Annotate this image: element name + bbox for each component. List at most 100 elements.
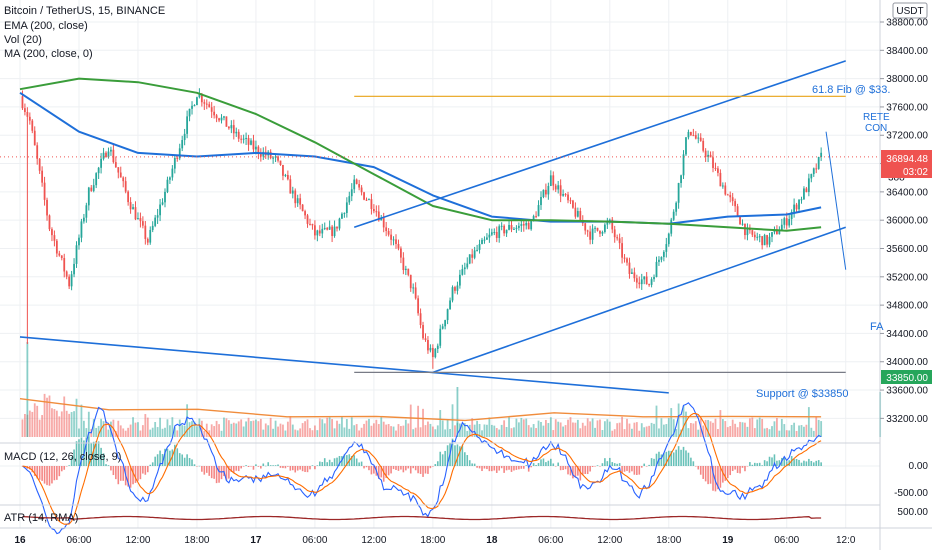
candle-body[interactable] xyxy=(92,185,95,191)
candle-body[interactable] xyxy=(522,224,525,226)
candle-body[interactable] xyxy=(776,229,778,235)
candle-body[interactable] xyxy=(173,157,176,169)
candle-body[interactable] xyxy=(311,224,314,226)
candle-body[interactable] xyxy=(559,185,562,196)
candle-body[interactable] xyxy=(790,212,793,219)
candle-body[interactable] xyxy=(658,259,660,262)
candle-body[interactable] xyxy=(227,126,230,129)
candle-body[interactable] xyxy=(638,282,641,285)
candle-body[interactable] xyxy=(591,228,594,240)
candle-body[interactable] xyxy=(623,257,626,259)
currency-badge-box[interactable] xyxy=(892,2,928,19)
candle-body[interactable] xyxy=(414,287,417,299)
candle-body[interactable] xyxy=(75,245,78,264)
candle-body[interactable] xyxy=(537,205,540,217)
candle-body[interactable] xyxy=(372,209,375,212)
candle-body[interactable] xyxy=(424,338,427,340)
candle-body[interactable] xyxy=(687,131,690,138)
candle-body[interactable] xyxy=(513,228,515,230)
candle-body[interactable] xyxy=(458,274,461,286)
candle-body[interactable] xyxy=(709,154,712,158)
candle-body[interactable] xyxy=(481,239,483,245)
candle-body[interactable] xyxy=(628,262,631,274)
candle-body[interactable] xyxy=(766,235,768,245)
candle-body[interactable] xyxy=(331,226,334,237)
candle-body[interactable] xyxy=(635,278,638,283)
candle-body[interactable] xyxy=(473,250,476,258)
candle-body[interactable] xyxy=(218,118,220,121)
candle-body[interactable] xyxy=(734,201,737,207)
candle-body[interactable] xyxy=(205,103,208,105)
candle-body[interactable] xyxy=(645,276,648,285)
candle-body[interactable] xyxy=(181,140,184,149)
retest-annotation-line2[interactable]: CON xyxy=(865,123,887,134)
candle-body[interactable] xyxy=(105,152,107,158)
candle-body[interactable] xyxy=(412,287,415,289)
candle-body[interactable] xyxy=(660,257,663,260)
candle-body[interactable] xyxy=(178,148,181,159)
candle-body[interactable] xyxy=(800,199,803,201)
candle-body[interactable] xyxy=(309,223,311,225)
candle-body[interactable] xyxy=(137,218,139,220)
candle-body[interactable] xyxy=(188,108,191,117)
candle-body[interactable] xyxy=(117,167,120,173)
candle-body[interactable] xyxy=(471,254,474,258)
candle-body[interactable] xyxy=(417,298,420,314)
candle-body[interactable] xyxy=(169,177,171,180)
candle-body[interactable] xyxy=(490,232,493,235)
candle-body[interactable] xyxy=(586,230,589,232)
candle-body[interactable] xyxy=(643,276,646,280)
candle-body[interactable] xyxy=(171,168,174,178)
candle-body[interactable] xyxy=(594,227,596,229)
candle-body[interactable] xyxy=(286,174,289,180)
candle-body[interactable] xyxy=(368,199,370,201)
candle-body[interactable] xyxy=(392,239,395,241)
candle-body[interactable] xyxy=(441,326,444,329)
trendline[interactable] xyxy=(825,131,847,270)
candle-body[interactable] xyxy=(422,325,424,339)
candle-body[interactable] xyxy=(33,130,36,146)
candle-body[interactable] xyxy=(724,185,727,195)
candle-body[interactable] xyxy=(547,185,550,195)
candle-body[interactable] xyxy=(451,287,454,301)
candle-body[interactable] xyxy=(55,240,58,254)
candle-body[interactable] xyxy=(250,140,252,145)
candle-body[interactable] xyxy=(741,223,744,225)
candle-body[interactable] xyxy=(294,190,297,204)
candle-body[interactable] xyxy=(726,194,729,196)
candle-body[interactable] xyxy=(552,175,555,186)
candle-body[interactable] xyxy=(525,222,528,226)
candle-body[interactable] xyxy=(245,137,247,139)
candle-body[interactable] xyxy=(80,221,83,238)
candle-body[interactable] xyxy=(500,225,503,227)
candle-body[interactable] xyxy=(596,227,599,231)
candle-body[interactable] xyxy=(132,207,134,210)
candle-body[interactable] xyxy=(756,236,759,238)
candle-body[interactable] xyxy=(530,219,533,230)
candle-body[interactable] xyxy=(400,248,402,258)
candle-body[interactable] xyxy=(223,116,225,118)
candle-body[interactable] xyxy=(650,279,653,285)
ma-200-line[interactable] xyxy=(19,77,822,232)
candle-body[interactable] xyxy=(314,225,316,236)
candle-body[interactable] xyxy=(272,157,275,159)
candle-body[interactable] xyxy=(689,131,692,136)
candle-body[interactable] xyxy=(439,328,442,346)
candle-body[interactable] xyxy=(38,158,41,171)
candle-body[interactable] xyxy=(488,234,491,238)
candle-body[interactable] xyxy=(291,190,294,194)
candle-body[interactable] xyxy=(731,197,734,202)
candle-body[interactable] xyxy=(611,219,614,230)
candle-body[interactable] xyxy=(73,263,75,275)
candle-body[interactable] xyxy=(714,167,717,169)
candle-body[interactable] xyxy=(545,189,547,195)
candle-body[interactable] xyxy=(21,96,24,109)
candle-body[interactable] xyxy=(419,313,422,326)
candle-body[interactable] xyxy=(515,227,518,229)
candle-body[interactable] xyxy=(370,199,373,210)
candle-body[interactable] xyxy=(345,202,348,213)
candle-body[interactable] xyxy=(810,174,813,179)
candle-body[interactable] xyxy=(633,272,636,279)
candle-body[interactable] xyxy=(306,215,309,224)
candle-body[interactable] xyxy=(127,191,130,203)
